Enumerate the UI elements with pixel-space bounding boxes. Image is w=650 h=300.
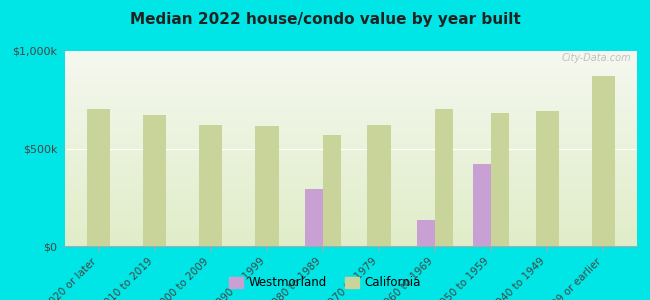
- Text: Median 2022 house/condo value by year built: Median 2022 house/condo value by year bu…: [129, 12, 521, 27]
- Bar: [255, 126, 279, 246]
- Bar: [491, 113, 509, 246]
- Bar: [417, 220, 435, 246]
- Bar: [199, 125, 222, 246]
- Bar: [536, 111, 559, 246]
- Bar: [305, 190, 323, 246]
- Bar: [367, 125, 391, 246]
- Bar: [143, 115, 166, 246]
- Text: City-Data.com: City-Data.com: [562, 53, 631, 63]
- Bar: [435, 110, 453, 246]
- Bar: [87, 110, 111, 246]
- Bar: [473, 164, 491, 246]
- Bar: [592, 76, 615, 246]
- Legend: Westmorland, California: Westmorland, California: [224, 272, 426, 294]
- Bar: [323, 135, 341, 246]
